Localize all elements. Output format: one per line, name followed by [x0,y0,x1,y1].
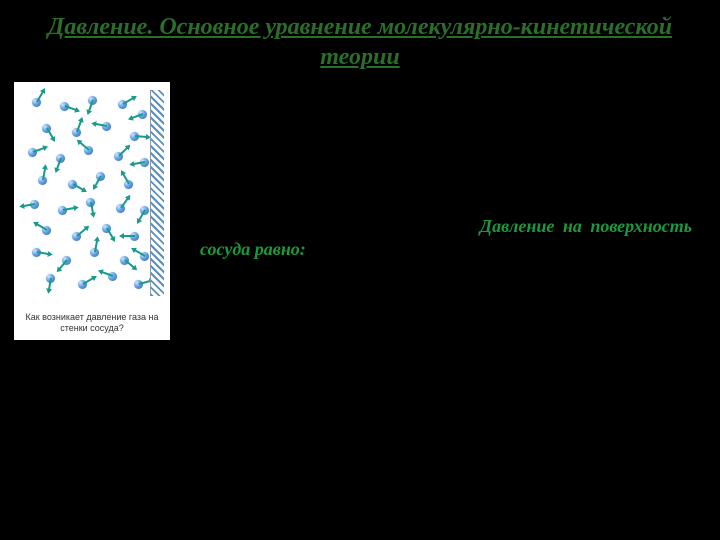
diagram-canvas [20,88,164,298]
formula-mkt: p = (1/3) n m₀ v² = (2/3) n ⟨Eₖ⟩ [0,449,720,474]
vessel-wall [150,90,164,296]
paragraph-2: Пусть в сосуде находится газ. Давление н… [200,215,692,262]
para2-prefix: Пусть в сосуде находится газ. [228,216,480,236]
paragraph-1: Молекулы газа находятся в хаотическом те… [200,88,692,205]
velocity-arrow [63,207,75,211]
molecule-field [20,88,150,298]
content-area: Как возникает давление газа на стенки со… [0,78,720,361]
velocity-arrow [123,97,134,105]
body-text: Молекулы газа находятся в хаотическом те… [200,88,692,351]
page-title: Давление. Основное уравнение молекулярно… [0,0,720,78]
velocity-arrow [83,277,94,285]
velocity-arrow [76,228,86,237]
gas-pressure-diagram: Как возникает давление газа на стенки со… [14,82,170,340]
formula-pressure: p = F / S [200,268,692,294]
velocity-arrow [123,235,135,237]
velocity-arrow [48,278,52,290]
paragraph-2-rest: где F — сила давления, действующая на эл… [200,304,692,351]
diagram-caption: Как возникает давление газа на стенки со… [14,312,170,334]
paragraph-3: Если газ находится в равновесии, то давл… [0,361,720,443]
